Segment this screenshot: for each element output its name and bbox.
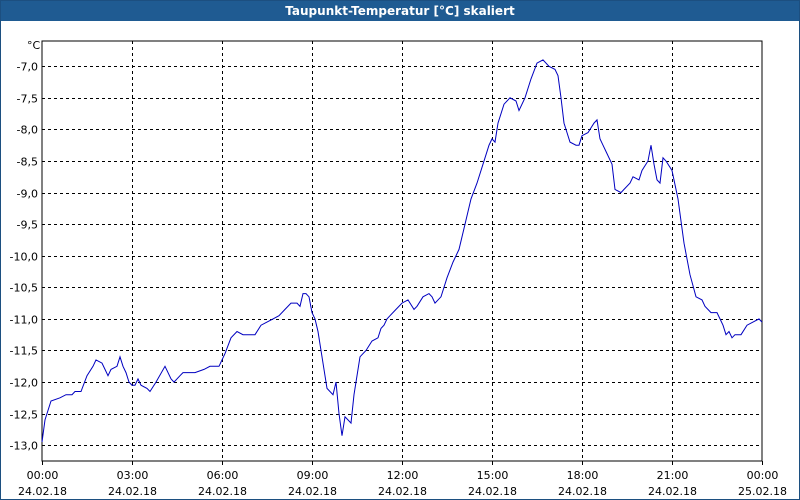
y-tick-label: -12,0: [10, 377, 38, 390]
y-axis-unit-label: °C: [27, 39, 41, 52]
chart-canvas: °C -7,0 -7,5 -8,0 -8,5 -9,0 -9,5 -10,0 -10,5 -11…: [10, 39, 787, 498]
y-tick-label: -7,0: [17, 61, 38, 74]
x-tick-time-label: 18:00: [567, 469, 599, 482]
x-tick-date-label: 24.02.18: [378, 485, 427, 498]
x-tick-time-label: 12:00: [387, 469, 419, 482]
y-tick-label: -11,5: [10, 345, 38, 358]
dewpoint-series-line: [41, 59, 763, 443]
x-axis-ticks: 00:00 24.02.18 03:00 24.02.18 06:00 24.02.18 0…: [18, 461, 787, 498]
x-tick-date-label: 24.02.18: [108, 485, 157, 498]
y-tick-label: -10,5: [10, 282, 38, 295]
x-tick-time-label: 15:00: [477, 469, 509, 482]
x-tick-time-label: 09:00: [297, 469, 329, 482]
x-tick-date-label: 24.02.18: [288, 485, 337, 498]
x-tick-time-label: 06:00: [207, 469, 239, 482]
chart-title: Taupunkt-Temperatur [°C] skaliert: [1, 1, 799, 21]
y-tick-label: -9,0: [17, 188, 38, 201]
x-tick-time-label: 00:00: [747, 469, 779, 482]
y-tick-label: -8,0: [17, 124, 38, 137]
x-tick-date-label: 24.02.18: [468, 485, 517, 498]
y-tick-label: -8,5: [17, 156, 38, 169]
x-tick-time-label: 03:00: [117, 469, 149, 482]
y-tick-label: -10,0: [10, 251, 38, 264]
y-tick-label: -12,5: [10, 409, 38, 422]
y-tick-label: -9,5: [17, 219, 38, 232]
x-tick-date-label: 24.02.18: [198, 485, 247, 498]
y-tick-label: -11,0: [10, 314, 38, 327]
x-tick-date-label: 24.02.18: [558, 485, 607, 498]
x-tick-time-label: 21:00: [657, 469, 689, 482]
gridlines: [42, 41, 762, 461]
y-axis-ticks: -7,0 -7,5 -8,0 -8,5 -9,0 -9,5 -10,0 -10,5 -11,0 -…: [10, 61, 38, 453]
x-tick-date-label: 24.02.18: [18, 485, 67, 498]
y-tick-label: -13,0: [10, 440, 38, 453]
y-tick-label: -7,5: [17, 93, 38, 106]
x-tick-date-label: 24.02.18: [648, 485, 697, 498]
x-tick-time-label: 00:00: [27, 469, 59, 482]
x-tick-date-label: 25.02.18: [738, 485, 787, 498]
